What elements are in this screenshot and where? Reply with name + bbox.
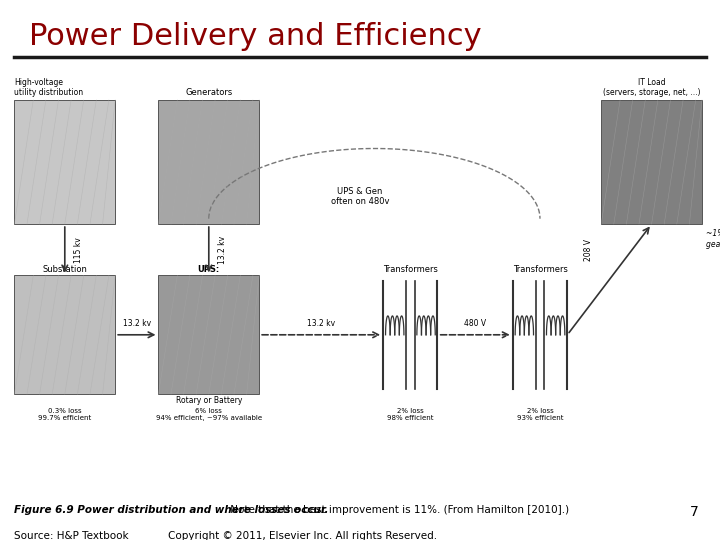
Text: 115 kv: 115 kv: [74, 237, 84, 262]
Text: Rotary or Battery: Rotary or Battery: [176, 396, 242, 405]
Text: 13.2 kv: 13.2 kv: [122, 319, 151, 328]
Text: 0.3% loss
99.7% efficient: 0.3% loss 99.7% efficient: [38, 408, 91, 421]
Text: Transformers: Transformers: [513, 265, 567, 274]
Text: IT Load
(servers, storage, net, ...): IT Load (servers, storage, net, ...): [603, 78, 701, 97]
FancyBboxPatch shape: [158, 100, 259, 224]
Text: Note that the best improvement is 11%. (From Hamilton [2010].): Note that the best improvement is 11%. (…: [227, 505, 572, 515]
Text: Generators: Generators: [185, 88, 233, 97]
Text: Copyright © 2011, Elsevier Inc. All rights Reserved.: Copyright © 2011, Elsevier Inc. All righ…: [168, 531, 437, 540]
FancyBboxPatch shape: [14, 100, 115, 224]
Text: ~1% loss in switch
gear & conductors: ~1% loss in switch gear & conductors: [706, 230, 720, 248]
Text: 480 V: 480 V: [464, 319, 486, 328]
Text: Figure 6.9 Power distribution and where losses occur.: Figure 6.9 Power distribution and where …: [14, 505, 329, 515]
Text: 2% loss
93% efficient: 2% loss 93% efficient: [517, 408, 563, 421]
Text: Substation: Substation: [42, 265, 87, 274]
FancyBboxPatch shape: [158, 275, 259, 394]
Text: UPS & Gen
often on 480v: UPS & Gen often on 480v: [330, 187, 390, 206]
Text: UPS:: UPS:: [198, 265, 220, 274]
Text: 13.2 kv: 13.2 kv: [307, 319, 336, 328]
Text: 7: 7: [690, 505, 698, 519]
Text: Transformers: Transformers: [383, 265, 438, 274]
FancyBboxPatch shape: [14, 275, 115, 394]
Text: Power Delivery and Efficiency: Power Delivery and Efficiency: [29, 22, 482, 51]
Text: 13.2 kv: 13.2 kv: [218, 235, 228, 264]
Text: 208 V: 208 V: [584, 239, 593, 261]
Text: High-voltage
utility distribution: High-voltage utility distribution: [14, 78, 84, 97]
FancyBboxPatch shape: [601, 100, 702, 224]
Text: 2% loss
98% efficient: 2% loss 98% efficient: [387, 408, 433, 421]
Text: Source: H&P Textbook: Source: H&P Textbook: [14, 531, 129, 540]
Text: 6% loss
94% efficient, ~97% available: 6% loss 94% efficient, ~97% available: [156, 408, 262, 421]
